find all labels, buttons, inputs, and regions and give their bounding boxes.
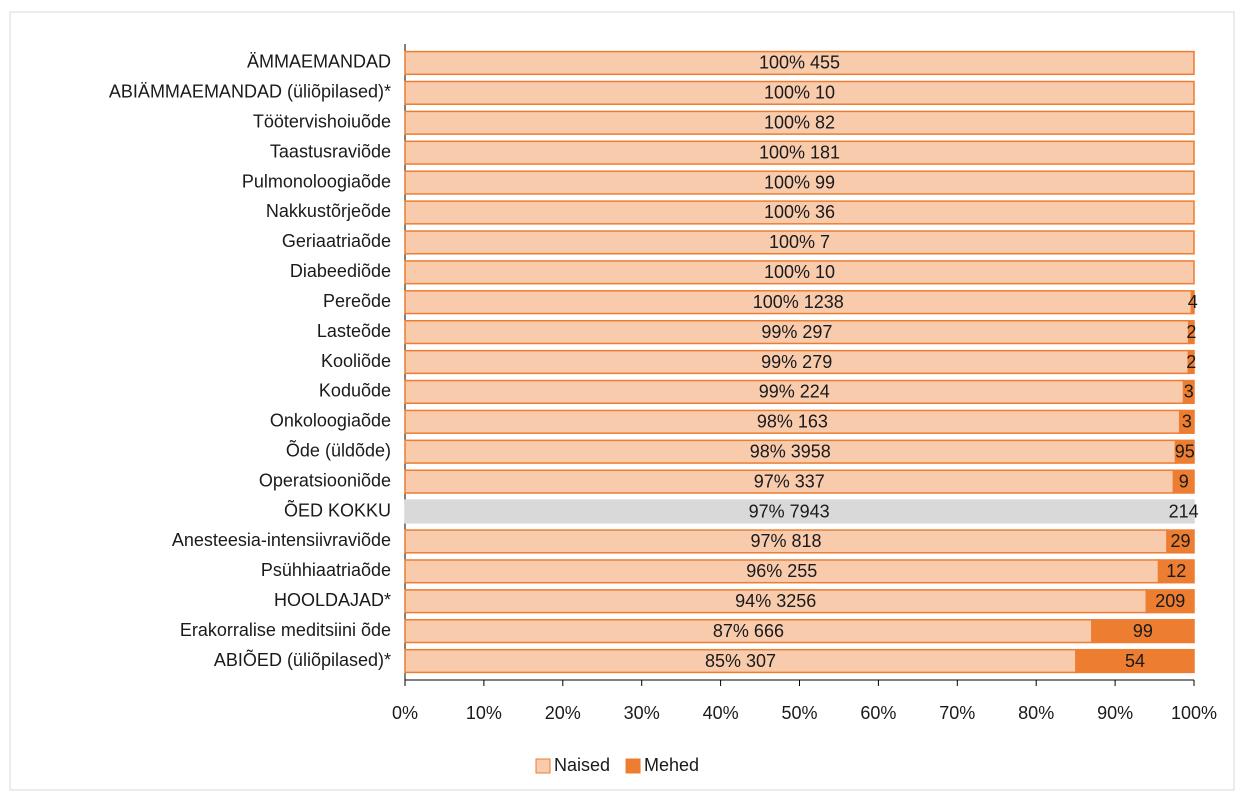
- y-tick-label: Taastusraviõde: [270, 141, 391, 161]
- x-tick-label: 30%: [624, 703, 660, 723]
- x-tick-label: 10%: [466, 703, 502, 723]
- data-label: 97% 818: [750, 531, 821, 551]
- bar-segment: [404, 110, 1195, 135]
- legend-swatch: [625, 758, 641, 774]
- bar-segment: [1075, 648, 1195, 674]
- data-label: 100% 10: [764, 262, 835, 282]
- data-label: 2: [1186, 352, 1196, 372]
- data-label: 87% 666: [713, 621, 784, 641]
- bar-segment: [1172, 499, 1195, 524]
- data-label: 100% 455: [759, 53, 840, 73]
- x-tick-label: 60%: [860, 703, 896, 723]
- data-label: 3: [1182, 412, 1192, 432]
- data-label: 9: [1179, 471, 1189, 491]
- bar-segment: [404, 80, 1195, 105]
- data-label: 100% 181: [759, 142, 840, 162]
- x-tick-label: 50%: [781, 703, 817, 723]
- y-tick-label: Nakkustõrjeõde: [266, 201, 391, 221]
- data-label: 3: [1184, 382, 1194, 402]
- bar-segment: [1091, 619, 1195, 644]
- bar-segment: [1174, 439, 1195, 464]
- y-tick-label: Koduõde: [319, 381, 391, 401]
- bar-segment: [404, 140, 1195, 165]
- x-tick-label: 20%: [545, 703, 581, 723]
- data-label: 97% 7943: [749, 501, 830, 521]
- bar-segment: [1178, 409, 1195, 434]
- data-label: 4: [1188, 292, 1198, 312]
- bar-segment: [1187, 349, 1195, 375]
- data-label: 99% 279: [761, 352, 832, 372]
- chart-frame: [9, 11, 1235, 791]
- y-tick-label: ABIÄMMAEMANDAD (üliõpilased)*: [109, 82, 391, 102]
- bar-segment: [1166, 529, 1195, 554]
- data-label: 98% 3958: [750, 441, 831, 461]
- y-tick-label: Lasteõde: [317, 321, 391, 341]
- x-tick-label: 100%: [1171, 703, 1217, 723]
- bar-segment: [1187, 319, 1195, 345]
- y-tick-label: Diabeediõde: [290, 261, 391, 281]
- data-label: 29: [1170, 531, 1190, 551]
- y-tick-label: Erakorralise meditsiini õde: [180, 620, 391, 640]
- data-label: 99: [1133, 621, 1153, 641]
- data-label: 99% 297: [761, 322, 832, 342]
- y-tick-label: Anesteesia-intensiivraviõde: [172, 530, 391, 550]
- x-tick-label: 70%: [939, 703, 975, 723]
- data-label: 85% 307: [705, 651, 776, 671]
- y-tick-label: Õde (üldõde): [286, 439, 391, 460]
- y-tick-label: Psühhiaatriaõde: [261, 560, 391, 580]
- bar-segment: [404, 230, 1195, 255]
- bar-segment: [404, 200, 1195, 225]
- y-tick-label: HOOLDAJAD*: [274, 590, 391, 610]
- y-tick-label: Pulmonoloogiaõde: [242, 171, 391, 191]
- data-label: 100% 82: [764, 113, 835, 133]
- x-tick-label: 80%: [1018, 703, 1054, 723]
- bar-segment: [1172, 469, 1195, 494]
- y-tick-label: ABIÕED (üliõpilased)*: [214, 649, 391, 670]
- bar-segment: [1145, 589, 1195, 614]
- y-tick-label: Geriaatriaõde: [282, 231, 391, 251]
- bar-segment: [404, 170, 1195, 195]
- data-label: 99% 224: [759, 382, 830, 402]
- x-tick-label: 0%: [392, 703, 418, 723]
- y-tick-label: Töötervishoiuõde: [253, 112, 391, 132]
- data-label: 100% 99: [764, 172, 835, 192]
- y-tick-label: Kooliõde: [321, 351, 391, 371]
- bar-segment: [1182, 379, 1195, 405]
- y-tick-label: Pereõde: [323, 291, 391, 311]
- bar-segment: [1157, 559, 1195, 584]
- bar-segment: [404, 260, 1195, 285]
- data-label: 96% 255: [746, 561, 817, 581]
- bar-segment: [1190, 290, 1195, 315]
- legend-label: Naised: [554, 755, 610, 775]
- y-tick-label: Operatsiooniõde: [259, 470, 391, 490]
- bar-segment: [404, 50, 1195, 76]
- data-label: 2: [1186, 322, 1196, 342]
- data-label: 100% 1238: [753, 292, 844, 312]
- data-label: 100% 36: [764, 202, 835, 222]
- data-label: 95: [1175, 441, 1195, 461]
- y-tick-label: ÄMMAEMANDAD: [247, 52, 391, 72]
- x-tick-label: 40%: [703, 703, 739, 723]
- data-label: 12: [1166, 561, 1186, 581]
- legend-swatch: [535, 758, 551, 774]
- data-label: 97% 337: [754, 471, 825, 491]
- data-label: 214: [1169, 501, 1199, 521]
- data-label: 54: [1125, 651, 1145, 671]
- legend-label: Mehed: [644, 755, 699, 775]
- data-label: 98% 163: [757, 412, 828, 432]
- data-label: 100% 7: [769, 232, 830, 252]
- y-tick-label: ÕED KOKKU: [284, 499, 391, 520]
- y-tick-label: Onkoloogiaõde: [270, 411, 391, 431]
- data-label: 94% 3256: [735, 591, 816, 611]
- data-label: 209: [1155, 591, 1185, 611]
- data-label: 100% 10: [764, 83, 835, 103]
- x-tick-label: 90%: [1097, 703, 1133, 723]
